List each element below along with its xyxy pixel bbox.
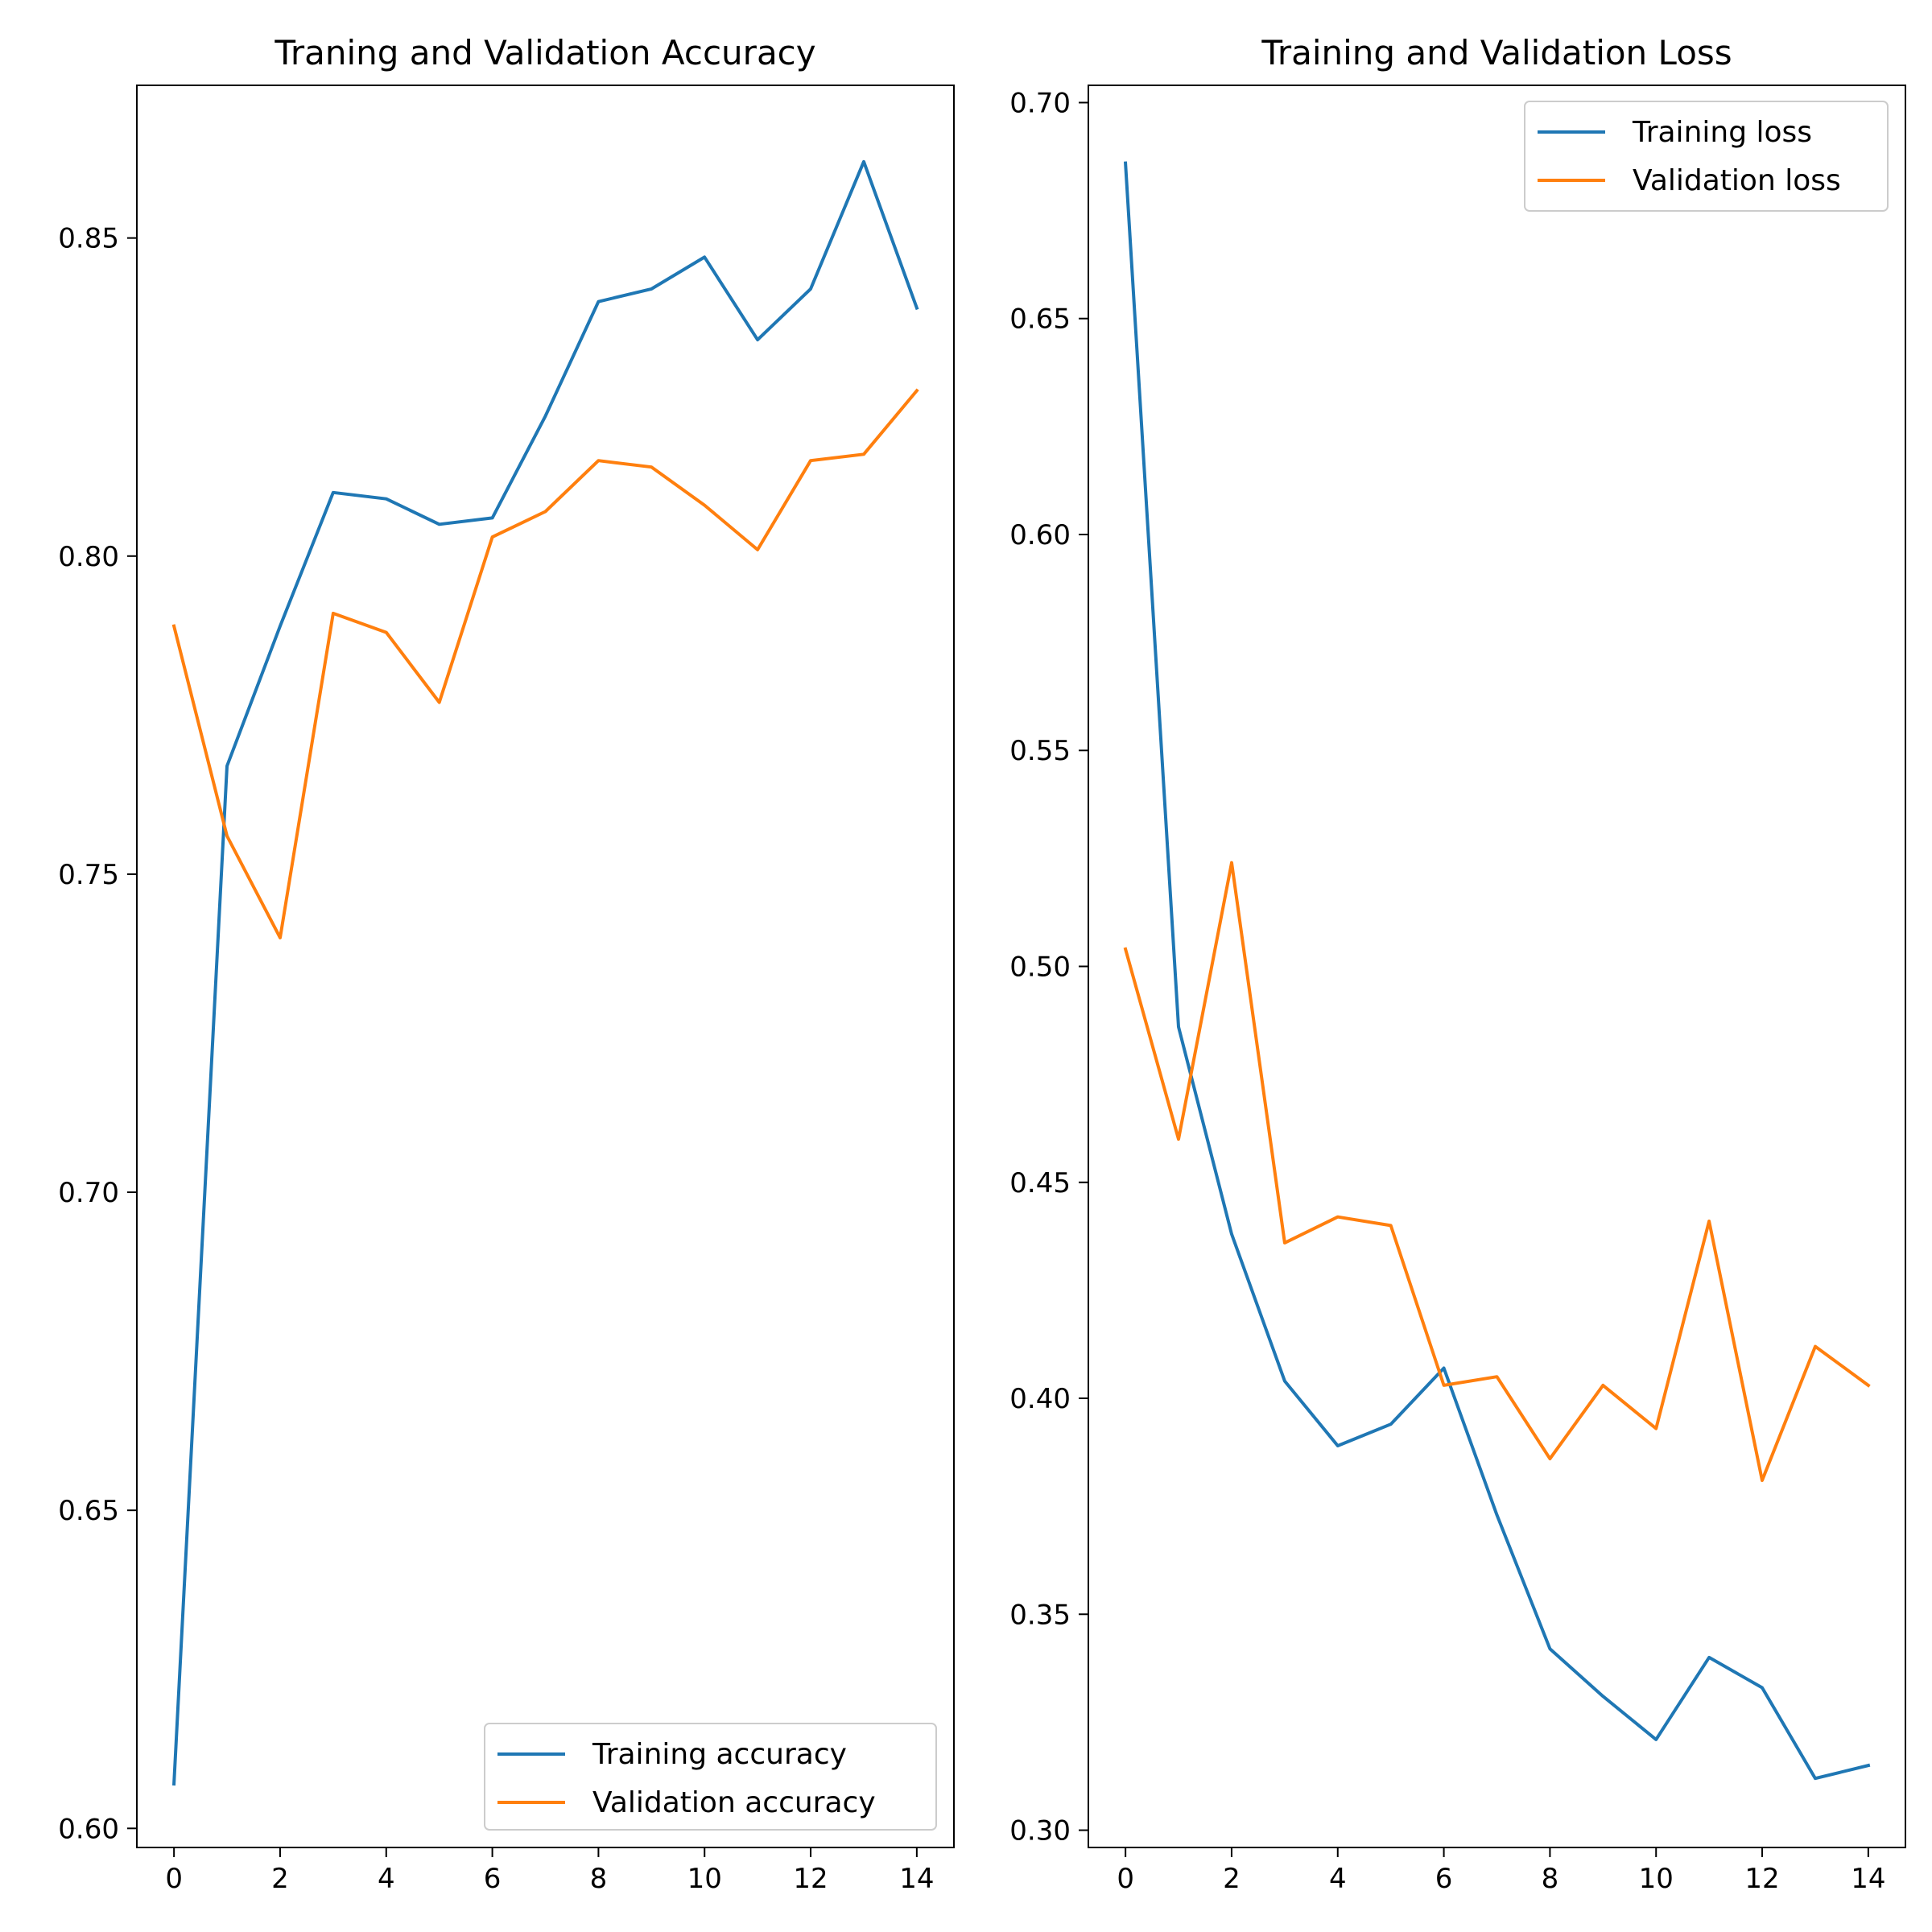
y-tick-label: 0.70	[58, 1177, 119, 1209]
y-tick-label: 0.55	[1009, 735, 1071, 767]
chart-panel-0: Traning and Validation Accuracy 0 2 4 6 8 10 12…	[58, 33, 955, 1895]
x-tick-label: 12	[793, 1863, 828, 1895]
x-tick-label: 6	[484, 1863, 502, 1895]
series-line-1	[171, 388, 919, 939]
legend-box	[1524, 101, 1889, 212]
y-tick-label: 0.60	[58, 1813, 119, 1845]
chart-title: Training and Validation Loss	[1261, 33, 1732, 72]
series-line-1	[1123, 861, 1871, 1482]
x-tick-label: 0	[165, 1863, 183, 1895]
x-tick-label: 12	[1744, 1863, 1779, 1895]
legend-label-0: Training loss	[1632, 116, 1812, 149]
y-tick-label: 0.80	[58, 541, 119, 573]
y-tick-label: 0.85	[58, 223, 119, 255]
x-tick-label: 10	[687, 1863, 722, 1895]
x-tick-label: 8	[1542, 1863, 1559, 1895]
chart-panel-1: Training and Validation Loss 0 2 4 6 8 10 12 14 0…	[1009, 33, 1906, 1895]
legend: Training loss Validation loss	[1524, 101, 1889, 212]
y-tick-label: 0.70	[1009, 87, 1071, 119]
legend-label-1: Validation loss	[1633, 164, 1841, 197]
y-tick-label: 0.60	[1009, 519, 1071, 551]
x-tick-label: 4	[1329, 1863, 1347, 1895]
x-tick-label: 14	[899, 1863, 934, 1895]
y-tick-label: 0.30	[1009, 1815, 1071, 1847]
x-tick-label: 14	[1851, 1863, 1885, 1895]
y-tick-label: 0.50	[1009, 952, 1071, 984]
y-tick-label: 0.35	[1009, 1599, 1071, 1631]
series-line-0	[1123, 161, 1871, 1781]
legend-label-1: Validation accuracy	[592, 1786, 876, 1819]
y-tick-label: 0.65	[1009, 303, 1071, 336]
legend: Training accuracy Validation accuracy	[484, 1723, 937, 1831]
y-tick-label: 0.75	[58, 859, 119, 891]
y-tick-label: 0.40	[1009, 1383, 1071, 1415]
x-tick-label: 0	[1117, 1863, 1134, 1895]
x-tick-label: 6	[1435, 1863, 1453, 1895]
x-tick-label: 10	[1639, 1863, 1674, 1895]
y-tick-label: 0.45	[1009, 1167, 1071, 1199]
x-tick-label: 2	[1223, 1863, 1241, 1895]
chart-title: Traning and Validation Accuracy	[274, 33, 815, 72]
plot-frame	[136, 85, 955, 1848]
legend-box	[484, 1723, 937, 1831]
x-tick-label: 8	[590, 1863, 608, 1895]
x-tick-label: 2	[271, 1863, 289, 1895]
x-tick-label: 4	[378, 1863, 395, 1895]
legend-label-0: Training accuracy	[592, 1738, 847, 1771]
series-line-0	[171, 159, 919, 1786]
y-tick-label: 0.65	[58, 1495, 119, 1527]
